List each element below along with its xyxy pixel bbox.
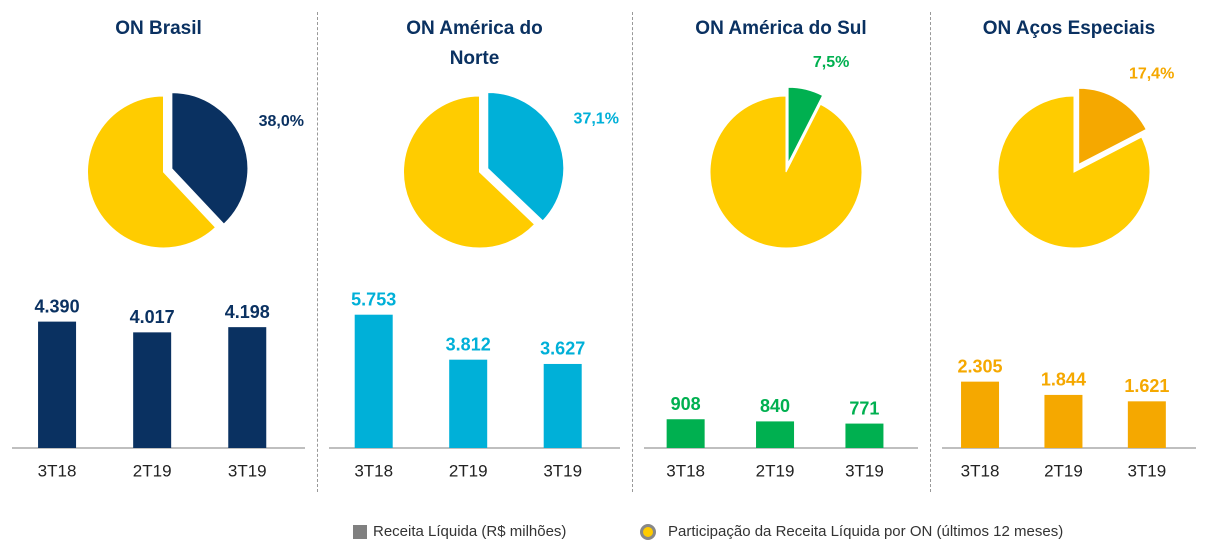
x-tick-label: 3T18 — [961, 461, 1000, 480]
bar-value-label: 771 — [849, 398, 879, 418]
legend-item: Participação da Receita Líquida por ON (… — [640, 523, 1063, 540]
pie-slice — [787, 86, 824, 164]
bar-value-label: 4.017 — [130, 307, 175, 327]
bar — [133, 332, 172, 448]
bar-value-label: 5.753 — [351, 289, 396, 309]
x-tick-label: 3T18 — [354, 461, 393, 480]
bar-value-label: 1.621 — [1124, 376, 1169, 396]
bar — [1044, 394, 1083, 448]
x-tick-label: 2T19 — [133, 461, 172, 480]
separator — [930, 12, 931, 492]
x-tick-label: 3T19 — [845, 461, 884, 480]
bar-value-label: 1.844 — [1041, 370, 1086, 390]
panel: 7,5% 908 3T18 840 2T19 771 3T19 ON América do S… — [632, 0, 930, 500]
pie-slice — [403, 95, 536, 249]
x-tick-label: 2T19 — [1044, 461, 1083, 480]
panel-chart: 37,1% 5.753 3T18 3.812 2T19 3.627 3T19 — [329, 91, 620, 480]
x-tick-label: 2T19 — [449, 461, 488, 480]
separator — [317, 12, 318, 492]
pie-slice — [171, 92, 249, 225]
panel: 17,4% 2.305 3T18 1.844 2T19 1.621 3T19 ON Aços … — [930, 0, 1208, 500]
panel-chart: 38,0% 4.390 3T18 4.017 2T19 4.198 3T19 — [12, 92, 305, 480]
bar-value-label: 3.812 — [446, 334, 491, 354]
panel-title: ON Aços Especiais — [982, 18, 1156, 39]
x-tick-label: 3T18 — [666, 461, 705, 480]
x-tick-label: 2T19 — [756, 461, 795, 480]
pie-slice — [1078, 87, 1147, 166]
slice-label: 37,1% — [574, 111, 619, 128]
slice-label: 7,5% — [813, 54, 849, 71]
panel: 38,0% 4.390 3T18 4.017 2T19 4.198 3T19 ON Brasi… — [0, 0, 317, 500]
bar — [845, 423, 884, 448]
legend-swatch — [640, 523, 656, 540]
x-tick-label: 3T19 — [543, 461, 582, 480]
bar — [38, 321, 77, 448]
panel-title: ON América do Sul — [695, 18, 867, 39]
separator — [632, 12, 633, 492]
panel-chart: 17,4% 2.305 3T18 1.844 2T19 1.621 3T19 — [942, 65, 1196, 480]
bar — [228, 327, 267, 448]
slice-label: 17,4% — [1129, 65, 1174, 82]
x-tick-label: 3T19 — [228, 461, 267, 480]
bar-value-label: 840 — [760, 396, 790, 416]
bar-value-label: 4.390 — [35, 296, 80, 316]
pie-slice — [709, 95, 863, 249]
panel-title: ON Brasil — [115, 18, 202, 39]
panel: 37,1% 5.753 3T18 3.812 2T19 3.627 3T19 ON Améri… — [317, 0, 632, 500]
bar — [756, 421, 795, 448]
bar-value-label: 3.627 — [540, 339, 585, 359]
panel-chart: 7,5% 908 3T18 840 2T19 771 3T19 — [644, 54, 918, 480]
x-tick-label: 3T18 — [38, 461, 77, 480]
pie-slice — [87, 95, 217, 249]
pie-slice — [487, 91, 565, 222]
slice-label: 38,0% — [259, 113, 304, 130]
bar — [666, 419, 705, 448]
legend-swatch — [353, 524, 367, 539]
bar-value-label: 2.305 — [958, 356, 1003, 376]
bar — [543, 363, 582, 448]
bar — [961, 381, 1000, 448]
legend-label: Participação da Receita Líquida por ON (… — [668, 523, 1064, 540]
bar-value-label: 908 — [671, 394, 701, 414]
bar — [354, 314, 393, 448]
bar-value-label: 4.198 — [225, 302, 270, 322]
panel-title: ON América do Norte — [406, 18, 543, 69]
x-tick-label: 3T19 — [1127, 461, 1166, 480]
bar — [449, 359, 488, 448]
legend-item: Receita Líquida (R$ milhões) — [353, 523, 566, 540]
pie-slice — [997, 95, 1151, 249]
legend-label: Receita Líquida (R$ milhões) — [373, 523, 567, 540]
bar — [1127, 401, 1166, 448]
